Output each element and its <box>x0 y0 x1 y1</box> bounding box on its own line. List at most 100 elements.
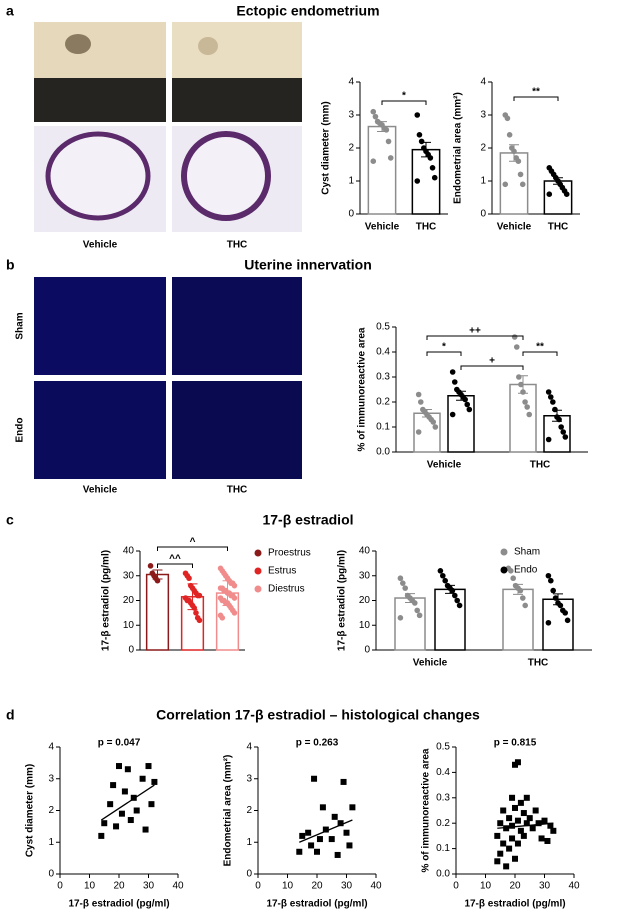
data-point <box>563 191 570 197</box>
legend-label: Sham <box>514 547 540 558</box>
photo <box>34 22 302 122</box>
significance-label: ++ <box>469 326 481 337</box>
data-point <box>118 810 125 817</box>
data-point <box>127 817 134 824</box>
image-caption: THC <box>227 240 248 251</box>
data-point <box>558 424 564 430</box>
data-point <box>397 575 404 582</box>
data-point <box>231 595 238 601</box>
data-point <box>142 826 149 833</box>
significance-bracket <box>157 563 193 568</box>
data-point <box>328 836 335 843</box>
y-tick-label: 0 <box>128 645 134 656</box>
x-tick-label: 0 <box>57 881 63 892</box>
data-point <box>464 401 471 408</box>
y-tick-label: 1 <box>348 176 354 187</box>
data-point <box>322 826 329 833</box>
bar <box>543 415 571 453</box>
data-point <box>497 820 504 827</box>
y-tick-label: 2 <box>246 805 252 816</box>
data-point <box>402 585 409 591</box>
data-point <box>509 822 516 829</box>
data-point <box>519 181 526 188</box>
data-point <box>110 782 117 789</box>
y-tick-label: 3 <box>480 110 486 121</box>
y-tick-label: 40 <box>359 546 371 557</box>
significance-label: ** <box>532 87 540 98</box>
data-point <box>415 391 422 398</box>
data-point <box>503 863 510 870</box>
data-point <box>502 181 509 188</box>
data-point <box>544 837 551 844</box>
data-point <box>98 832 105 839</box>
data-point <box>517 587 524 594</box>
data-point <box>414 607 421 614</box>
trend-line <box>299 819 353 843</box>
data-point <box>520 389 526 395</box>
data-point <box>500 840 507 847</box>
data-point <box>101 820 108 827</box>
p-value: p = 0.815 <box>494 738 537 749</box>
significance-bracket <box>157 546 228 551</box>
data-point <box>343 829 350 836</box>
data-point <box>418 138 425 145</box>
data-point <box>417 399 424 405</box>
y-tick-label: 20 <box>123 595 135 606</box>
y-axis-label: 17-β estradiol (pg/ml) <box>337 550 348 651</box>
data-point <box>529 825 536 832</box>
y-axis-label: Cyst diameter (mm) <box>25 764 36 857</box>
data-point <box>520 810 527 817</box>
data-point <box>414 112 421 118</box>
panel-title: Uterine innervation <box>244 257 372 273</box>
data-point <box>538 835 545 842</box>
y-tick-label: 0.4 <box>436 767 450 778</box>
image-row-label: Endo <box>15 418 26 443</box>
y-tick-label: 0 <box>348 209 354 220</box>
data-point <box>552 595 559 601</box>
y-tick-label: 2 <box>348 143 354 154</box>
y-tick-label: 4 <box>246 742 252 753</box>
trend-line <box>100 784 155 821</box>
x-axis-label: 17-β estradiol (pg/ml) <box>464 899 565 910</box>
significance-bracket <box>522 351 558 356</box>
x-tick-label: Vehicle <box>497 222 532 233</box>
x-tick-label: 0 <box>255 881 261 892</box>
x-axis-label: 17-β estradiol (pg/ml) <box>266 899 367 910</box>
y-tick-label: 0.3 <box>436 792 450 803</box>
y-tick-label: 30 <box>123 570 135 581</box>
data-point <box>560 429 567 435</box>
data-point <box>514 759 521 766</box>
data-point <box>387 155 394 161</box>
data-point <box>196 617 203 624</box>
y-tick-label: 4 <box>480 77 486 88</box>
data-point <box>452 592 458 599</box>
data-point <box>414 178 421 184</box>
data-point <box>311 775 318 782</box>
x-tick-label: 30 <box>143 881 155 892</box>
significance-label: * <box>402 91 406 102</box>
data-point <box>466 406 473 413</box>
data-point <box>523 820 530 827</box>
data-point <box>431 174 438 181</box>
data-point <box>296 848 303 855</box>
data-point <box>557 602 564 609</box>
panel-title: Correlation 17-β estradiol – histologica… <box>156 707 480 723</box>
y-tick-label: 2 <box>48 805 54 816</box>
data-point <box>416 612 423 619</box>
data-point <box>130 794 137 801</box>
data-point <box>400 580 406 586</box>
bar <box>543 180 573 215</box>
data-point <box>509 794 516 801</box>
data-point <box>552 406 558 413</box>
bar <box>509 383 537 453</box>
data-point <box>506 132 513 138</box>
x-tick-label: Vehicle <box>365 222 400 233</box>
significance-label: ^^ <box>169 554 181 565</box>
data-point <box>145 763 152 770</box>
x-tick-label: 10 <box>282 881 294 892</box>
p-value: p = 0.263 <box>296 738 339 749</box>
y-tick-label: 0.1 <box>436 843 450 854</box>
y-tick-label: 2 <box>480 143 486 154</box>
data-point <box>523 794 530 801</box>
significance-bracket <box>381 100 427 105</box>
